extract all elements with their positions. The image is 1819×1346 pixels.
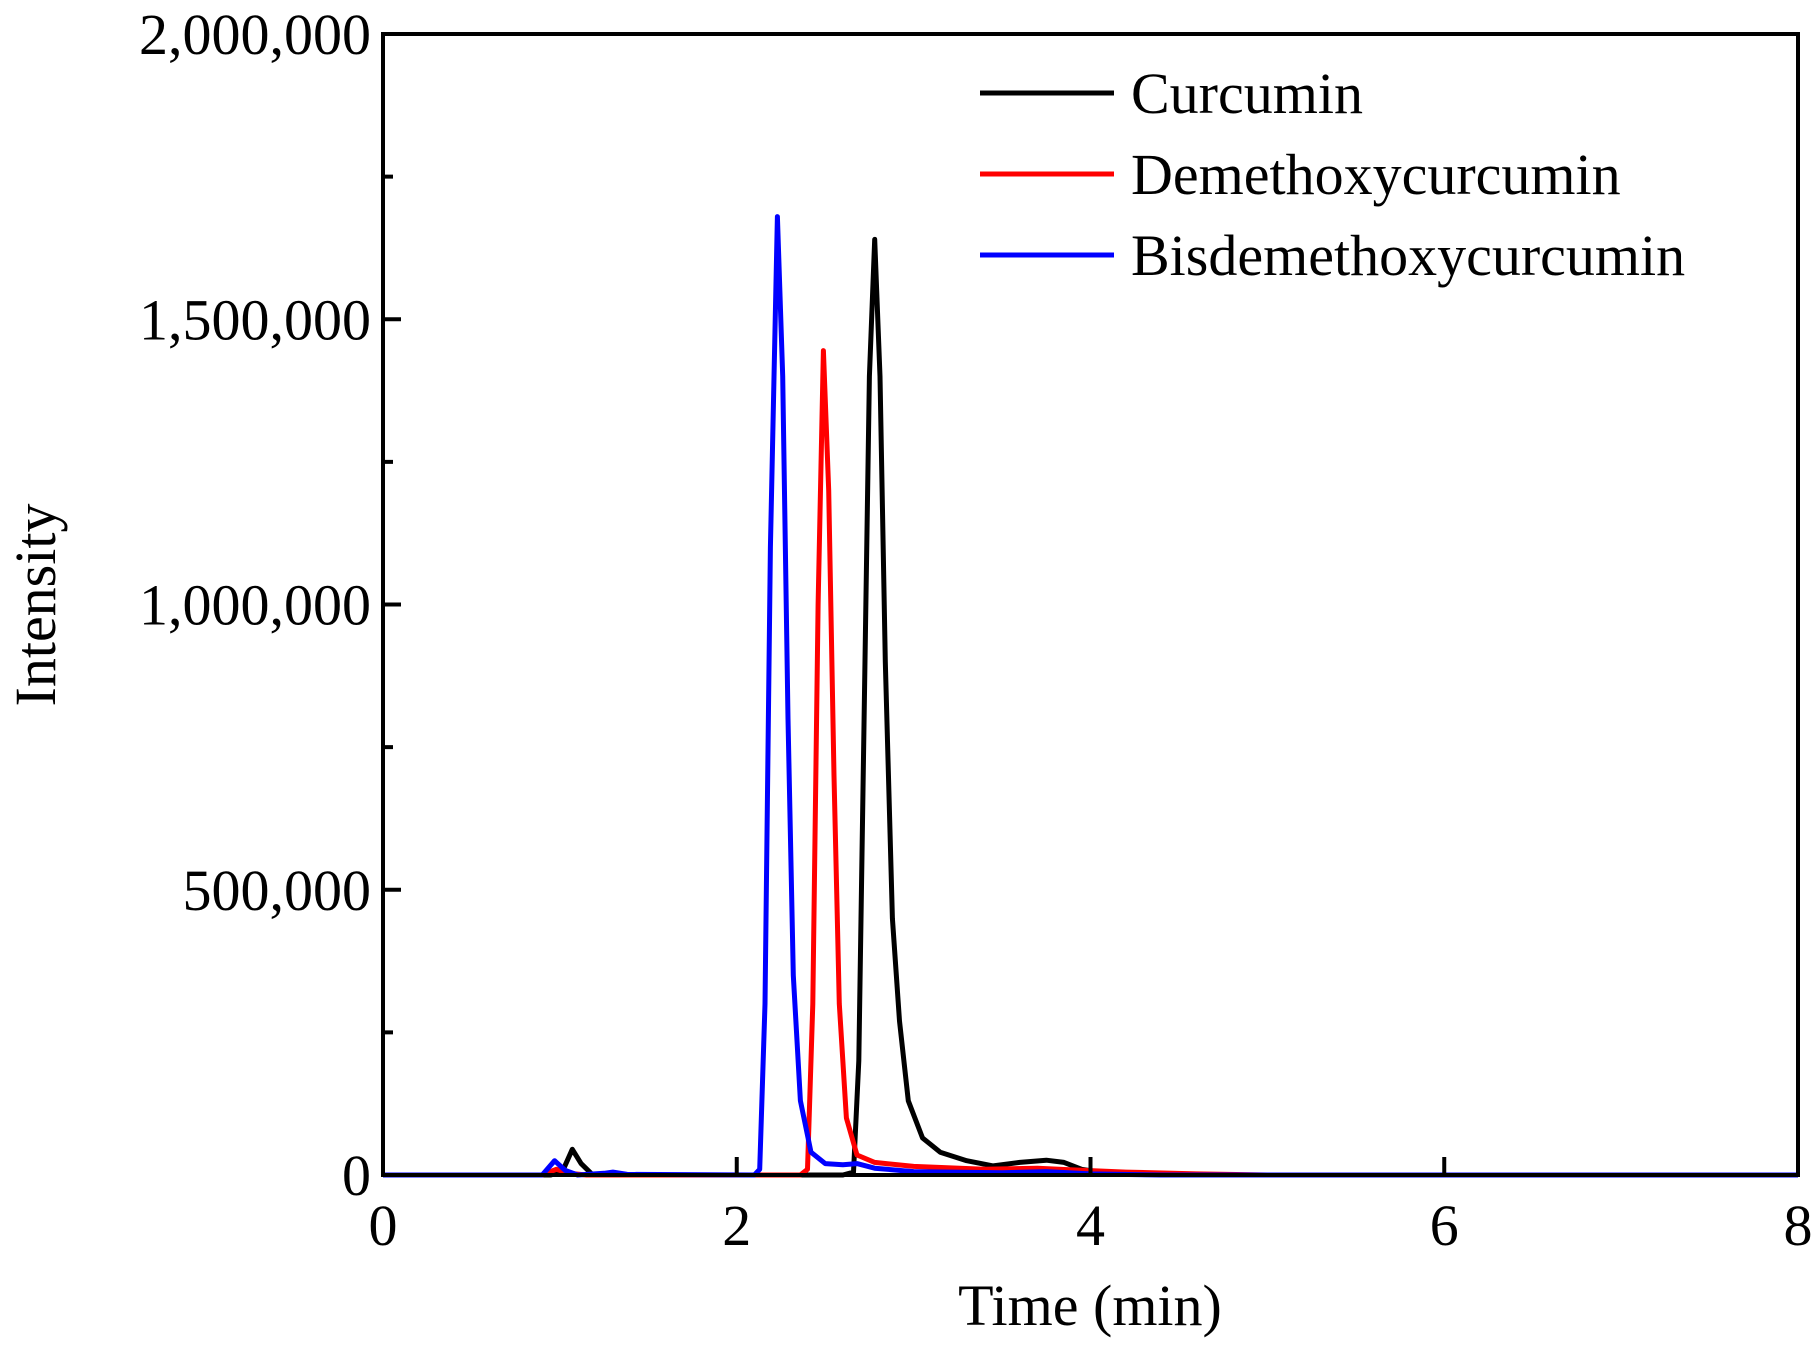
x-tick-label: 6: [1430, 1193, 1459, 1258]
y-tick-label: 2,000,000: [139, 2, 371, 67]
x-tick-label: 4: [1076, 1193, 1105, 1258]
x-axis-label: Time (min): [958, 1273, 1222, 1338]
ticks-layer: 0 2 4 6 8 0 500,000 1,000,000 1,500,000 2,000,000: [139, 2, 1813, 1258]
series-line-bisdemethoxycurcumin: [383, 214, 1798, 1178]
x-tick-label: 2: [722, 1193, 751, 1258]
legend-label-curcumin: Curcumin: [1131, 61, 1363, 126]
series-layer: [383, 214, 1798, 1178]
legend-label-demethoxycurcumin: Demethoxycurcumin: [1131, 142, 1621, 207]
x-tick-label: 0: [369, 1193, 398, 1258]
y-tick-label: 0: [342, 1143, 371, 1208]
legend: Curcumin Demethoxycurcumin Bisdemethoxyc…: [980, 61, 1685, 288]
x-tick-label: 8: [1784, 1193, 1813, 1258]
y-tick-label: 1,000,000: [139, 573, 371, 638]
y-tick-label: 1,500,000: [139, 287, 371, 352]
series-line-curcumin: [383, 236, 1798, 1178]
series-line-demethoxycurcumin: [383, 348, 1798, 1178]
legend-label-bisdemethoxycurcumin: Bisdemethoxycurcumin: [1131, 223, 1685, 288]
y-tick-label: 500,000: [183, 858, 372, 923]
y-axis-label: Intensity: [3, 504, 68, 707]
